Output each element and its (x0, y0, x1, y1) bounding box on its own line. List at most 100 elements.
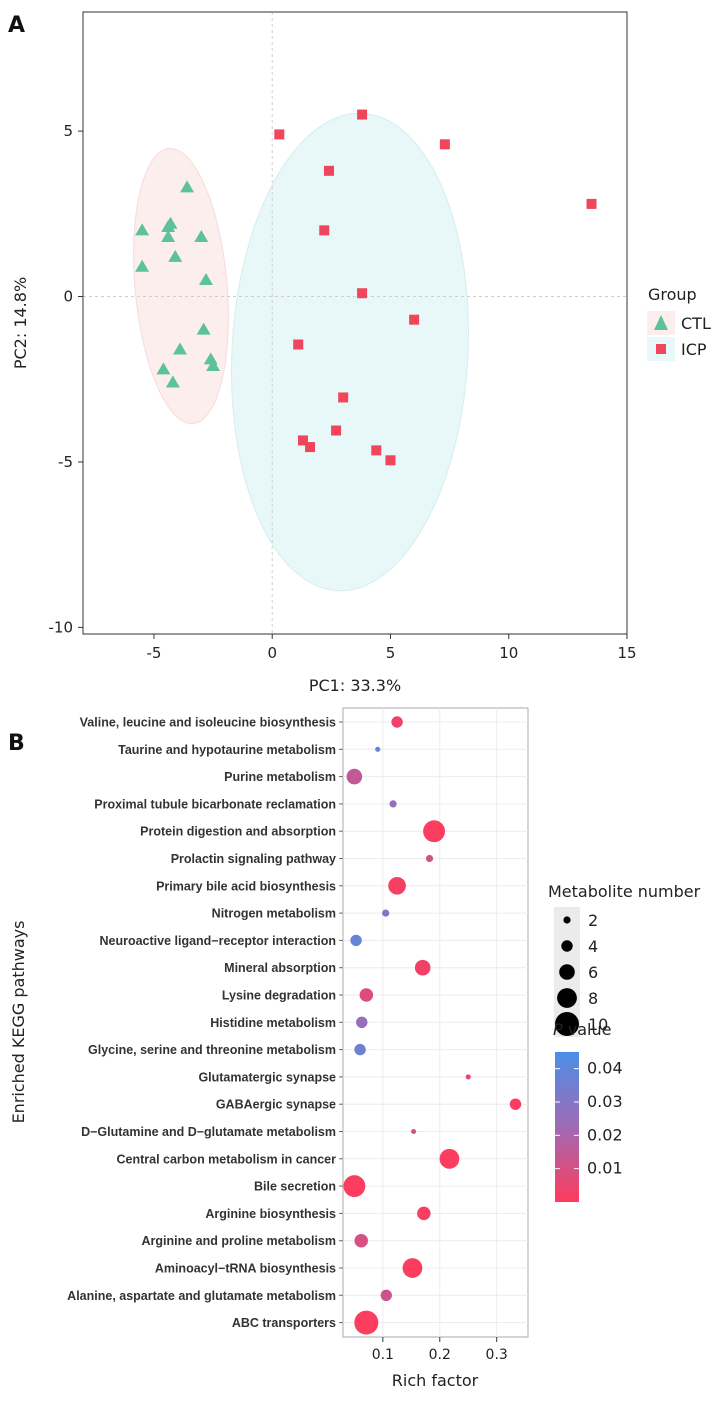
y-tick-label: 0 (63, 288, 73, 306)
pvalue-legend-title: P value (553, 1020, 611, 1039)
pathway-dot (425, 854, 434, 863)
pathway-label: Mineral absorption (224, 961, 336, 975)
kegg-enrichment-plot: Valine, leucine and isoleucine biosynthe… (9, 707, 701, 1390)
pca-y-ticks: 5 0 -5 -10 (49, 122, 83, 636)
icp-point (357, 109, 368, 120)
pathway-label: Arginine biosynthesis (205, 1207, 336, 1221)
size-key-label: 10 (588, 1015, 608, 1034)
pathway-dot (414, 959, 431, 976)
x-tick-label: 0.3 (486, 1347, 508, 1363)
pathway-dot (354, 1043, 366, 1056)
ctl-point (198, 272, 213, 285)
legend-triangle-icon (654, 315, 668, 330)
pathway-labels: Valine, leucine and isoleucine biosynthe… (67, 716, 343, 1330)
ctl-point (161, 229, 176, 242)
zero-lines (83, 12, 627, 634)
ctl-point (180, 180, 195, 193)
x-tick-label: 0.2 (429, 1347, 451, 1363)
pathway-label: Arginine and proline metabolism (142, 1234, 336, 1248)
kegg-x-axis-title: Rich factor (392, 1371, 479, 1390)
pathway-dot (346, 768, 363, 785)
ctl-point (196, 322, 211, 335)
x-tick-label: 0 (267, 644, 277, 662)
icp-point (357, 288, 368, 299)
legend-square-icon (656, 344, 666, 354)
size-legend-title: Metabolite number (548, 882, 701, 901)
panel-label-b: B (8, 731, 25, 756)
x-tick-label: 5 (386, 644, 396, 662)
pathway-dot (388, 876, 406, 895)
kegg-y-axis-title: Enriched KEGG pathways (9, 921, 28, 1124)
icp-point (371, 445, 382, 456)
size-key-label: 6 (588, 963, 598, 982)
x-tick-label: 15 (617, 644, 636, 662)
colorbar-label: 0.03 (587, 1092, 623, 1111)
pvalue-legend-title-p: P (553, 1020, 563, 1039)
pca-y-axis-title: PC2: 14.8% (11, 277, 30, 369)
pathway-dot (382, 909, 390, 917)
pvalue-colorbar (555, 1052, 579, 1202)
pca-plot-border (82, 11, 628, 635)
pathway-label: GABAergic synapse (216, 1098, 336, 1112)
pathway-label: Alanine, aspartate and glutamate metabol… (67, 1289, 336, 1303)
icp-point (323, 165, 334, 176)
size-key-label: 4 (588, 937, 598, 956)
pathway-dot (389, 800, 397, 808)
size-key-dot (563, 916, 571, 924)
pvalue-color-legend: P value 0.04 0.03 0.02 0.01 (553, 1020, 623, 1202)
size-key-label: 2 (588, 911, 598, 930)
pathway-dot (402, 1258, 423, 1278)
icp-point (319, 225, 330, 236)
pathway-dot (411, 1128, 417, 1135)
pathway-label: Prolactin signaling pathway (171, 852, 336, 866)
pathway-label: Proximal tubule bicarbonate reclamation (94, 797, 336, 811)
icp-point (586, 198, 597, 209)
pathway-points (343, 716, 522, 1335)
kegg-grid (343, 708, 528, 1337)
icp-point (293, 339, 304, 350)
pathway-dot (391, 716, 403, 728)
pathway-dot (356, 1016, 368, 1028)
legend-label-ctl: CTL (681, 314, 711, 333)
pathway-label: Valine, leucine and isoleucine biosynthe… (80, 716, 336, 730)
ctl-point (135, 259, 150, 272)
pathway-dot (509, 1098, 522, 1110)
pathway-label: Glycine, serine and threonine metabolism (88, 1043, 336, 1057)
x-tick-label: -5 (146, 644, 161, 662)
pathway-dot (350, 934, 362, 947)
panel-label-a: A (8, 13, 25, 38)
pathway-label: Nitrogen metabolism (212, 907, 336, 921)
size-key-dot (559, 964, 575, 980)
icp-point (338, 392, 349, 403)
ctl-confidence-ellipse (133, 147, 229, 425)
size-key-dot (555, 1012, 579, 1036)
pathway-dot (359, 988, 374, 1002)
pathway-dot (354, 1233, 368, 1248)
pathway-dot (417, 1206, 431, 1221)
pathway-label: Taurine and hypotaurine metabolism (118, 743, 336, 757)
ctl-point (165, 375, 180, 388)
pathway-label: Neuroactive ligand−receptor interaction (99, 934, 336, 948)
pathway-label: Glutamatergic synapse (198, 1070, 336, 1084)
pathway-dot (380, 1289, 392, 1302)
pvalue-legend-title-rest: value (563, 1020, 612, 1039)
ctl-point (168, 249, 183, 262)
pathway-label: Bile secretion (254, 1180, 336, 1194)
pathway-dot (354, 1310, 379, 1335)
ctl-point (135, 223, 150, 236)
pathway-label: Lysine degradation (222, 989, 336, 1003)
y-tick-label: 5 (63, 122, 73, 140)
pathway-dot (375, 746, 381, 752)
pca-score-plot: -5 0 5 10 15 5 0 -5 -10 PC1: 33.3% PC2: 14.8% G… (11, 11, 711, 695)
pathway-label: Primary bile acid biosynthesis (156, 879, 336, 893)
pathway-dot (423, 820, 446, 843)
ctl-point (172, 342, 187, 355)
pathway-dot (439, 1148, 460, 1169)
pathway-label: ABC transporters (232, 1316, 336, 1330)
ctl-point (161, 220, 176, 233)
ctl-point (206, 359, 221, 372)
icp-point (331, 425, 342, 436)
icp-point (385, 455, 396, 466)
pca-x-axis-title: PC1: 33.3% (309, 676, 401, 695)
